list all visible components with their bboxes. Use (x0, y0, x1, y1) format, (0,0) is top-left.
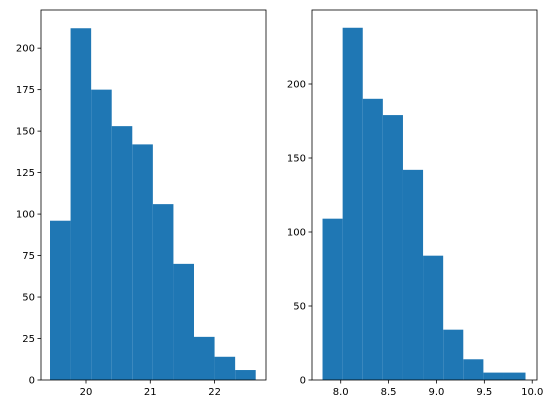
histogram-bar (322, 218, 343, 380)
y-tick-label: 200 (16, 44, 35, 55)
y-tick-label: 150 (16, 127, 35, 138)
x-tick-label: 21 (144, 387, 157, 398)
histogram-bar (463, 359, 484, 380)
x-tick-label: 9.0 (429, 387, 445, 398)
x-tick-label: 9.5 (476, 387, 492, 398)
y-tick-label: 125 (16, 168, 35, 179)
histogram-bar (402, 169, 424, 380)
y-tick-label: 200 (287, 80, 306, 91)
y-tick-label: 100 (287, 228, 306, 239)
y-tick-label: 0 (300, 376, 306, 387)
histogram-bar (111, 126, 133, 380)
histogram-bar (214, 356, 236, 380)
histogram-bar (443, 329, 464, 380)
y-tick-label: 25 (22, 334, 35, 345)
axes-frame (311, 9, 538, 381)
histogram-panel-1: 20 21 22 0 25 50 75 100 125 150 175 200 (16, 9, 267, 398)
y-tick-label: 175 (16, 85, 35, 96)
histogram-bar (423, 255, 444, 380)
histogram-bar (194, 336, 215, 380)
histogram-bar (483, 372, 504, 380)
histogram-bar (152, 204, 174, 380)
histogram-bar (70, 28, 92, 380)
histogram-bar (235, 370, 256, 380)
histogram-bar (91, 89, 112, 380)
y-tick-label: 75 (22, 251, 35, 262)
histogram-bar (132, 144, 153, 380)
x-tick-label: 20 (80, 387, 93, 398)
y-tick-label: 0 (29, 376, 35, 387)
x-tick-label: 8.0 (333, 387, 349, 398)
histogram-bar (362, 98, 383, 381)
histogram-bar (173, 263, 194, 380)
histogram-bar (382, 115, 403, 380)
x-tick-label: 10.0 (521, 387, 543, 398)
axes-frame (40, 9, 267, 381)
histogram-bar (503, 372, 526, 380)
x-tick-label: 22 (208, 387, 221, 398)
y-tick-label: 50 (22, 293, 35, 304)
y-tick-label: 150 (287, 154, 306, 165)
histogram-bar (342, 27, 363, 380)
y-tick-label: 100 (16, 210, 35, 221)
histogram-bar (50, 220, 71, 380)
y-tick-label: 50 (293, 302, 306, 313)
x-tick-label: 8.5 (381, 387, 397, 398)
histogram-panel-2: 8.0 8.5 9.0 9.5 10.0 0 50 100 150 200 (287, 9, 543, 398)
